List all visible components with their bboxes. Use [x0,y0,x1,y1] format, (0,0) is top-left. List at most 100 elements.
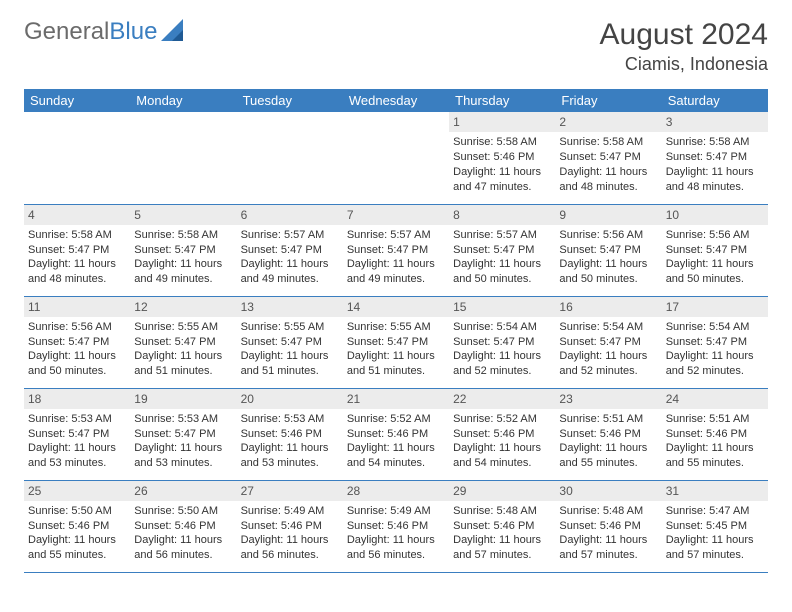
sunrise-line: Sunrise: 5:53 AM [241,412,339,427]
sunset-line: Sunset: 5:47 PM [559,335,657,350]
daylight-line: Daylight: 11 hours and 54 minutes. [347,441,445,471]
sunset-line: Sunset: 5:47 PM [666,243,764,258]
calendar-day-cell: 28Sunrise: 5:49 AMSunset: 5:46 PMDayligh… [343,480,449,572]
daylight-line: Daylight: 11 hours and 47 minutes. [453,165,551,195]
day-number: 31 [662,481,768,501]
calendar-day-cell: 10Sunrise: 5:56 AMSunset: 5:47 PMDayligh… [662,204,768,296]
calendar-week: 4Sunrise: 5:58 AMSunset: 5:47 PMDaylight… [24,204,768,296]
sunrise-line: Sunrise: 5:58 AM [453,135,551,150]
calendar-day-cell: . [130,112,236,204]
sunrise-line: Sunrise: 5:58 AM [559,135,657,150]
calendar-day-cell: 27Sunrise: 5:49 AMSunset: 5:46 PMDayligh… [237,480,343,572]
sunset-line: Sunset: 5:45 PM [666,519,764,534]
daylight-line: Daylight: 11 hours and 50 minutes. [666,257,764,287]
calendar-day-cell: 5Sunrise: 5:58 AMSunset: 5:47 PMDaylight… [130,204,236,296]
sunset-line: Sunset: 5:47 PM [28,243,126,258]
daylight-line: Daylight: 11 hours and 56 minutes. [134,533,232,563]
sunrise-line: Sunrise: 5:56 AM [28,320,126,335]
day-number: 10 [662,205,768,225]
calendar-day-cell: 18Sunrise: 5:53 AMSunset: 5:47 PMDayligh… [24,388,130,480]
daylight-line: Daylight: 11 hours and 52 minutes. [559,349,657,379]
sunset-line: Sunset: 5:47 PM [134,335,232,350]
day-number: 21 [343,389,449,409]
day-number: 5 [130,205,236,225]
sunrise-line: Sunrise: 5:53 AM [28,412,126,427]
calendar-day-cell: 24Sunrise: 5:51 AMSunset: 5:46 PMDayligh… [662,388,768,480]
sunset-line: Sunset: 5:46 PM [347,519,445,534]
calendar-week: 11Sunrise: 5:56 AMSunset: 5:47 PMDayligh… [24,296,768,388]
brand-text: GeneralBlue [24,18,157,46]
calendar-week: 25 Sunrise: 5:50 AM Sunset: 5:46 PM Dayligh… [24,480,768,572]
sunrise-line: Sunrise: 5:49 AM [241,504,339,519]
daylight-line: Daylight: 11 hours and 55 minutes. [559,441,657,471]
day-number: 22 [449,389,555,409]
day-number: 18 [24,389,130,409]
weekday-header: Tuesday [237,89,343,112]
day-number: 27 [237,481,343,501]
brand-logo: GeneralBlue [24,18,187,46]
calendar-day-cell: 3Sunrise: 5:58 AMSunset: 5:47 PMDaylight… [662,112,768,204]
day-number: 2 [555,112,661,132]
sunrise-line: Sunrise: 5:58 AM [134,228,232,243]
sunrise-line: Sunrise: 5:58 AM [28,228,126,243]
daylight-line: Daylight: 11 hours and 50 minutes. [28,349,126,379]
calendar-day-cell: . [237,112,343,204]
sunrise-line: Sunrise: 5:52 AM [453,412,551,427]
sunset-line: Sunset: 5:46 PM [559,519,657,534]
calendar-day-cell: 1 Sunrise: 5:58 AMSunset: 5:46 PMDaylight… [449,112,555,204]
location-label: Ciamis, Indonesia [600,54,768,75]
weekday-header: Thursday [449,89,555,112]
sunrise-line: Sunrise: 5:52 AM [347,412,445,427]
sunset-line: Sunset: 5:46 PM [347,427,445,442]
weekday-header: Sunday [24,89,130,112]
sunset-line: Sunset: 5:47 PM [666,150,764,165]
calendar-day-cell: 19Sunrise: 5:53 AMSunset: 5:47 PMDayligh… [130,388,236,480]
weekday-header: Saturday [662,89,768,112]
sunrise-line: Sunrise: 5:57 AM [453,228,551,243]
sunset-line: Sunset: 5:47 PM [347,335,445,350]
daylight-line: Daylight: 11 hours and 48 minutes. [28,257,126,287]
sail-icon [161,19,187,46]
sunset-line: Sunset: 5:47 PM [241,243,339,258]
sunrise-line: Sunrise: 5:50 AM [134,504,232,519]
day-number: 29 [449,481,555,501]
sunset-line: Sunset: 5:47 PM [666,335,764,350]
day-number: 28 [343,481,449,501]
calendar-day-cell: 16 Sunrise: 5:54 AMSunset: 5:47 PMDayligh… [555,296,661,388]
day-number: 4 [24,205,130,225]
day-number: 25 [24,481,130,501]
day-number: 6 [237,205,343,225]
weekday-header-row: SundayMondayTuesdayWednesdayThursdayFrid… [24,89,768,112]
sunrise-line: Sunrise: 5:51 AM [666,412,764,427]
month-title: August 2024 [600,18,768,52]
sunset-line: Sunset: 5:47 PM [241,335,339,350]
weekday-header: Wednesday [343,89,449,112]
sunrise-line: Sunrise: 5:55 AM [241,320,339,335]
daylight-line: Daylight: 11 hours and 52 minutes. [666,349,764,379]
calendar-week: ....1Sunrise: 5:58 AMSunset: 5:46 PMDayl… [24,112,768,204]
day-number: 16 [555,297,661,317]
sunrise-line: Sunrise: 5:54 AM [559,320,657,335]
sunrise-line: Sunrise: 5:48 AM [453,504,551,519]
sunrise-line: Sunrise: 5:47 AM [666,504,764,519]
sunrise-line: Sunrise: 5:49 AM [347,504,445,519]
daylight-line: Daylight: 11 hours and 54 minutes. [453,441,551,471]
page-header: GeneralBlue August 2024 Ciamis, Indonesi… [24,18,768,75]
sunrise-line: Sunrise: 5:48 AM [559,504,657,519]
sunset-line: Sunset: 5:46 PM [453,150,551,165]
sunset-line: Sunset: 5:46 PM [241,519,339,534]
day-number: 24 [662,389,768,409]
calendar-day-cell: . [343,112,449,204]
daylight-line: Daylight: 11 hours and 50 minutes. [559,257,657,287]
day-number: 8 [449,205,555,225]
calendar-day-cell: 13Sunrise: 5:55 AMSunset: 5:47 PMDayligh… [237,296,343,388]
sunset-line: Sunset: 5:47 PM [559,150,657,165]
sunset-line: Sunset: 5:46 PM [241,427,339,442]
daylight-line: Daylight: 11 hours and 53 minutes. [28,441,126,471]
day-number: 30 [555,481,661,501]
sunrise-line: Sunrise: 5:58 AM [666,135,764,150]
calendar-day-cell: 30Sunrise: 5:48 AMSunset: 5:46 PMDayligh… [555,480,661,572]
calendar-day-cell: 22Sunrise: 5:52 AMSunset: 5:46 PMDayligh… [449,388,555,480]
daylight-line: Daylight: 11 hours and 53 minutes. [241,441,339,471]
day-number: 1 [449,112,555,132]
